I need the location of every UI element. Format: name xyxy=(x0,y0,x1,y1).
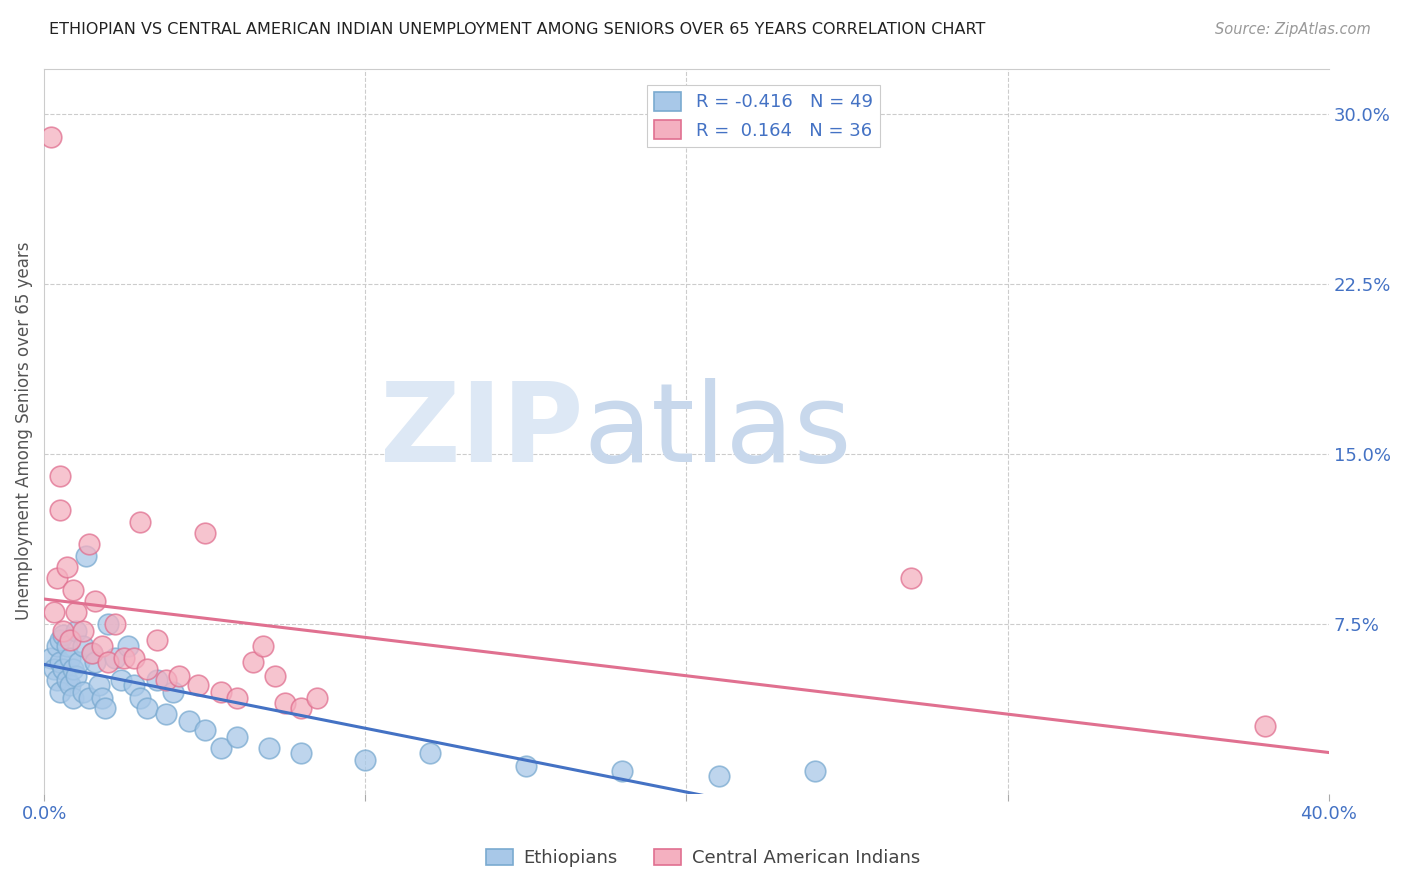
Point xyxy=(515,759,537,773)
Legend: R = -0.416   N = 49, R =  0.164   N = 36: R = -0.416 N = 49, R = 0.164 N = 36 xyxy=(647,85,880,147)
Point xyxy=(72,640,94,654)
Point xyxy=(39,650,62,665)
Point xyxy=(117,640,139,654)
Point xyxy=(46,673,69,688)
Point xyxy=(52,628,75,642)
Point xyxy=(707,768,730,782)
Point xyxy=(52,624,75,638)
Point xyxy=(194,723,217,738)
Point xyxy=(39,129,62,144)
Text: ETHIOPIAN VS CENTRAL AMERICAN INDIAN UNEMPLOYMENT AMONG SENIORS OVER 65 YEARS CO: ETHIOPIAN VS CENTRAL AMERICAN INDIAN UNE… xyxy=(49,22,986,37)
Point xyxy=(49,632,72,647)
Point xyxy=(94,700,117,714)
Point xyxy=(46,571,69,585)
Point xyxy=(55,640,77,654)
Point xyxy=(59,650,82,665)
Point xyxy=(49,503,72,517)
Point xyxy=(122,678,145,692)
Point xyxy=(129,691,152,706)
Text: Source: ZipAtlas.com: Source: ZipAtlas.com xyxy=(1215,22,1371,37)
Point xyxy=(418,746,440,760)
Point xyxy=(225,691,247,706)
Point xyxy=(55,560,77,574)
Point xyxy=(135,700,157,714)
Point xyxy=(225,730,247,744)
Point xyxy=(62,691,84,706)
Point xyxy=(42,662,65,676)
Point xyxy=(59,678,82,692)
Point xyxy=(1253,719,1275,733)
Point xyxy=(307,691,329,706)
Point xyxy=(900,571,922,585)
Point xyxy=(155,707,177,722)
Point xyxy=(55,673,77,688)
Point xyxy=(290,746,312,760)
Point xyxy=(145,673,167,688)
Point xyxy=(84,594,107,608)
Point xyxy=(274,696,297,710)
Point xyxy=(65,669,87,683)
Point xyxy=(42,606,65,620)
Point xyxy=(209,684,232,698)
Point xyxy=(87,678,110,692)
Point xyxy=(162,684,184,698)
Point xyxy=(354,753,377,767)
Point xyxy=(129,515,152,529)
Point xyxy=(612,764,634,778)
Legend: Ethiopians, Central American Indians: Ethiopians, Central American Indians xyxy=(478,841,928,874)
Point xyxy=(135,662,157,676)
Point xyxy=(62,662,84,676)
Point xyxy=(177,714,200,728)
Point xyxy=(145,632,167,647)
Point xyxy=(59,632,82,647)
Point xyxy=(290,700,312,714)
Text: ZIP: ZIP xyxy=(380,377,583,484)
Point xyxy=(65,606,87,620)
Point xyxy=(90,640,112,654)
Point xyxy=(69,655,91,669)
Point xyxy=(209,741,232,756)
Point xyxy=(97,616,120,631)
Point xyxy=(52,662,75,676)
Point xyxy=(49,469,72,483)
Point xyxy=(242,655,264,669)
Point xyxy=(264,669,287,683)
Point xyxy=(110,673,132,688)
Point xyxy=(72,624,94,638)
Text: atlas: atlas xyxy=(583,377,852,484)
Point xyxy=(90,691,112,706)
Point xyxy=(49,655,72,669)
Point xyxy=(252,640,274,654)
Point xyxy=(187,678,209,692)
Point xyxy=(77,537,100,551)
Point xyxy=(84,655,107,669)
Point xyxy=(257,741,280,756)
Point xyxy=(112,650,135,665)
Point xyxy=(104,616,127,631)
Point xyxy=(75,549,97,563)
Point xyxy=(194,526,217,541)
Point xyxy=(49,684,72,698)
Point xyxy=(77,691,100,706)
Point xyxy=(122,650,145,665)
Point xyxy=(65,624,87,638)
Point xyxy=(104,650,127,665)
Point xyxy=(72,684,94,698)
Point xyxy=(82,646,104,660)
Y-axis label: Unemployment Among Seniors over 65 years: Unemployment Among Seniors over 65 years xyxy=(15,242,32,620)
Point xyxy=(82,646,104,660)
Point xyxy=(804,764,827,778)
Point xyxy=(97,655,120,669)
Point xyxy=(46,640,69,654)
Point xyxy=(62,582,84,597)
Point xyxy=(155,673,177,688)
Point xyxy=(167,669,190,683)
